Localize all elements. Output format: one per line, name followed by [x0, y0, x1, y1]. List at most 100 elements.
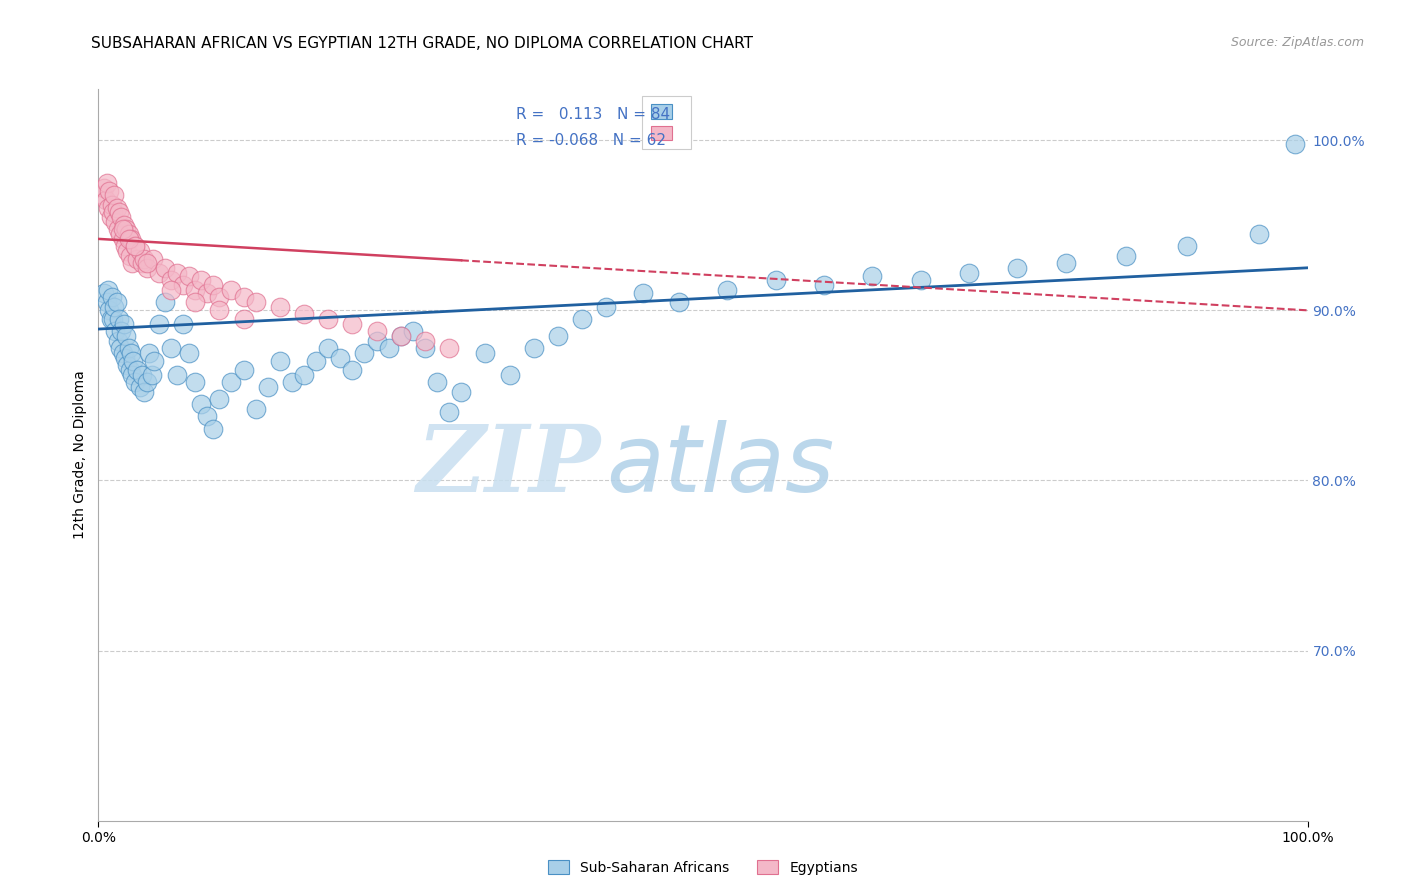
Y-axis label: 12th Grade, No Diploma: 12th Grade, No Diploma	[73, 370, 87, 540]
Point	[107, 334, 129, 348]
Point	[124, 238, 146, 252]
Point	[716, 283, 738, 297]
Point	[172, 317, 194, 331]
Point	[117, 358, 139, 372]
Text: atlas: atlas	[606, 420, 835, 511]
Point	[101, 204, 124, 219]
Point	[127, 252, 149, 267]
Point	[105, 294, 128, 309]
Point	[143, 354, 166, 368]
Point	[160, 273, 183, 287]
Point	[179, 346, 201, 360]
Point	[124, 375, 146, 389]
Point	[269, 300, 291, 314]
Point	[1054, 256, 1077, 270]
Point	[112, 219, 135, 233]
Point	[107, 221, 129, 235]
Point	[118, 249, 141, 263]
Point	[353, 346, 375, 360]
Point	[108, 227, 131, 241]
Point	[184, 283, 207, 297]
Point	[366, 334, 388, 348]
Point	[127, 363, 149, 377]
Point	[121, 368, 143, 382]
Point	[232, 311, 254, 326]
Point	[111, 221, 134, 235]
Point	[134, 384, 156, 399]
Point	[402, 324, 425, 338]
Point	[112, 317, 135, 331]
Point	[108, 341, 131, 355]
Point	[101, 311, 124, 326]
Point	[153, 260, 176, 275]
Point	[221, 283, 243, 297]
Point	[413, 341, 436, 355]
Text: R = -0.068   N = 62: R = -0.068 N = 62	[516, 133, 665, 148]
Point	[135, 260, 157, 275]
Point	[190, 273, 212, 287]
Point	[100, 198, 122, 212]
Point	[100, 290, 122, 304]
Point	[103, 187, 125, 202]
Point	[208, 290, 231, 304]
Point	[114, 238, 136, 252]
Text: R =   0.113   N = 84: R = 0.113 N = 84	[516, 108, 669, 122]
Point	[305, 354, 328, 368]
Point	[910, 273, 932, 287]
Point	[98, 184, 121, 198]
Point	[342, 363, 364, 377]
Point	[269, 354, 291, 368]
Point	[111, 346, 134, 360]
Point	[245, 402, 267, 417]
Point	[100, 311, 122, 326]
Point	[141, 368, 163, 382]
Legend: , : ,	[643, 96, 690, 149]
Point	[172, 277, 194, 292]
Point	[142, 252, 165, 267]
Point	[523, 341, 546, 355]
Point	[202, 277, 225, 292]
Point	[93, 181, 115, 195]
Point	[93, 286, 115, 301]
Point	[221, 375, 243, 389]
Point	[118, 227, 141, 241]
Point	[195, 409, 218, 423]
Point	[256, 380, 278, 394]
Point	[957, 266, 980, 280]
Point	[389, 329, 412, 343]
Point	[114, 351, 136, 365]
Point	[97, 201, 120, 215]
Point	[208, 392, 231, 406]
Point	[184, 375, 207, 389]
Point	[668, 294, 690, 309]
Point	[108, 311, 131, 326]
Point	[111, 232, 134, 246]
Point	[366, 324, 388, 338]
Point	[160, 341, 183, 355]
Point	[131, 368, 153, 382]
Point	[148, 266, 170, 280]
Point	[121, 256, 143, 270]
Text: ZIP: ZIP	[416, 421, 600, 511]
Point	[474, 346, 496, 360]
Point	[1284, 136, 1306, 151]
Point	[426, 375, 449, 389]
Point	[190, 397, 212, 411]
Point	[97, 283, 120, 297]
Point	[292, 368, 315, 382]
Point	[104, 324, 127, 338]
Point	[184, 294, 207, 309]
Point	[498, 368, 520, 382]
Point	[118, 232, 141, 246]
Point	[110, 210, 132, 224]
Point	[413, 334, 436, 348]
Point	[153, 294, 176, 309]
Point	[377, 341, 399, 355]
Point	[389, 329, 412, 343]
Point	[1007, 260, 1029, 275]
Point	[1175, 238, 1198, 252]
Point	[104, 215, 127, 229]
Point	[437, 341, 460, 355]
Point	[118, 341, 141, 355]
Point	[122, 354, 145, 368]
